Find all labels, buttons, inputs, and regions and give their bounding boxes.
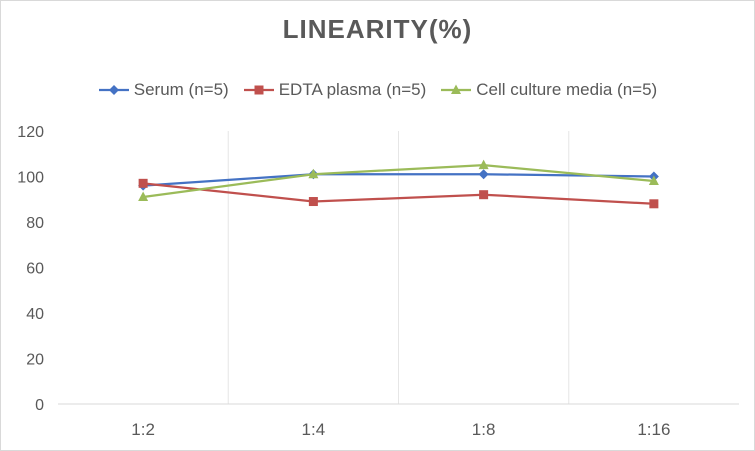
data-point-edta-plasma (649, 199, 659, 209)
chart-legend: Serum (n=5) EDTA plasma (n=5) Cell cultu… (0, 80, 755, 100)
x-tick-label: 1:16 (637, 420, 670, 439)
legend-label-cell-culture-media: Cell culture media (n=5) (476, 80, 658, 99)
data-point-cell-culture-media (308, 168, 319, 179)
chart-title: LINEARITY(%) (282, 14, 473, 44)
y-tick-label: 80 (26, 215, 44, 232)
legend-key-cell-culture-media (441, 84, 472, 94)
legend-item-edta-plasma: EDTA plasma (n=5) (243, 80, 427, 100)
x-tick-label: 1:8 (472, 420, 496, 439)
data-point-cell-culture-media (648, 175, 659, 186)
x-tick-label: 1:4 (302, 420, 326, 439)
data-point-serum (478, 169, 489, 180)
x-tick-label: 1:2 (131, 420, 155, 439)
legend-key-marker (254, 85, 264, 95)
legend-label-edta-plasma: EDTA plasma (n=5) (278, 80, 427, 99)
series-line-serum (143, 173, 654, 187)
data-point-edta-plasma (138, 178, 148, 188)
y-tick-label: 0 (35, 397, 44, 414)
y-tick-label: 60 (26, 261, 44, 278)
series-line-cell-culture-media (142, 163, 654, 199)
y-tick-label: 20 (26, 352, 44, 369)
y-tick-label: 40 (26, 306, 44, 323)
legend-item-serum: Serum (n=5) (98, 80, 229, 100)
data-point-cell-culture-media (478, 159, 489, 170)
legend-item-cell-culture-media: Cell culture media (n=5) (440, 80, 657, 100)
data-point-edta-plasma (308, 197, 318, 207)
legend-key-marker (451, 84, 462, 94)
data-point-edta-plasma (479, 190, 489, 200)
data-point-cell-culture-media (138, 191, 149, 201)
y-tick-label: 100 (17, 170, 44, 187)
legend-key-serum (98, 85, 129, 95)
y-tick-label: 120 (17, 124, 44, 141)
legend-label-serum: Serum (n=5) (133, 80, 229, 99)
legend-key-marker (108, 85, 119, 95)
series-line-edta-plasma (143, 182, 654, 205)
legend-key-edta-plasma (243, 85, 274, 95)
